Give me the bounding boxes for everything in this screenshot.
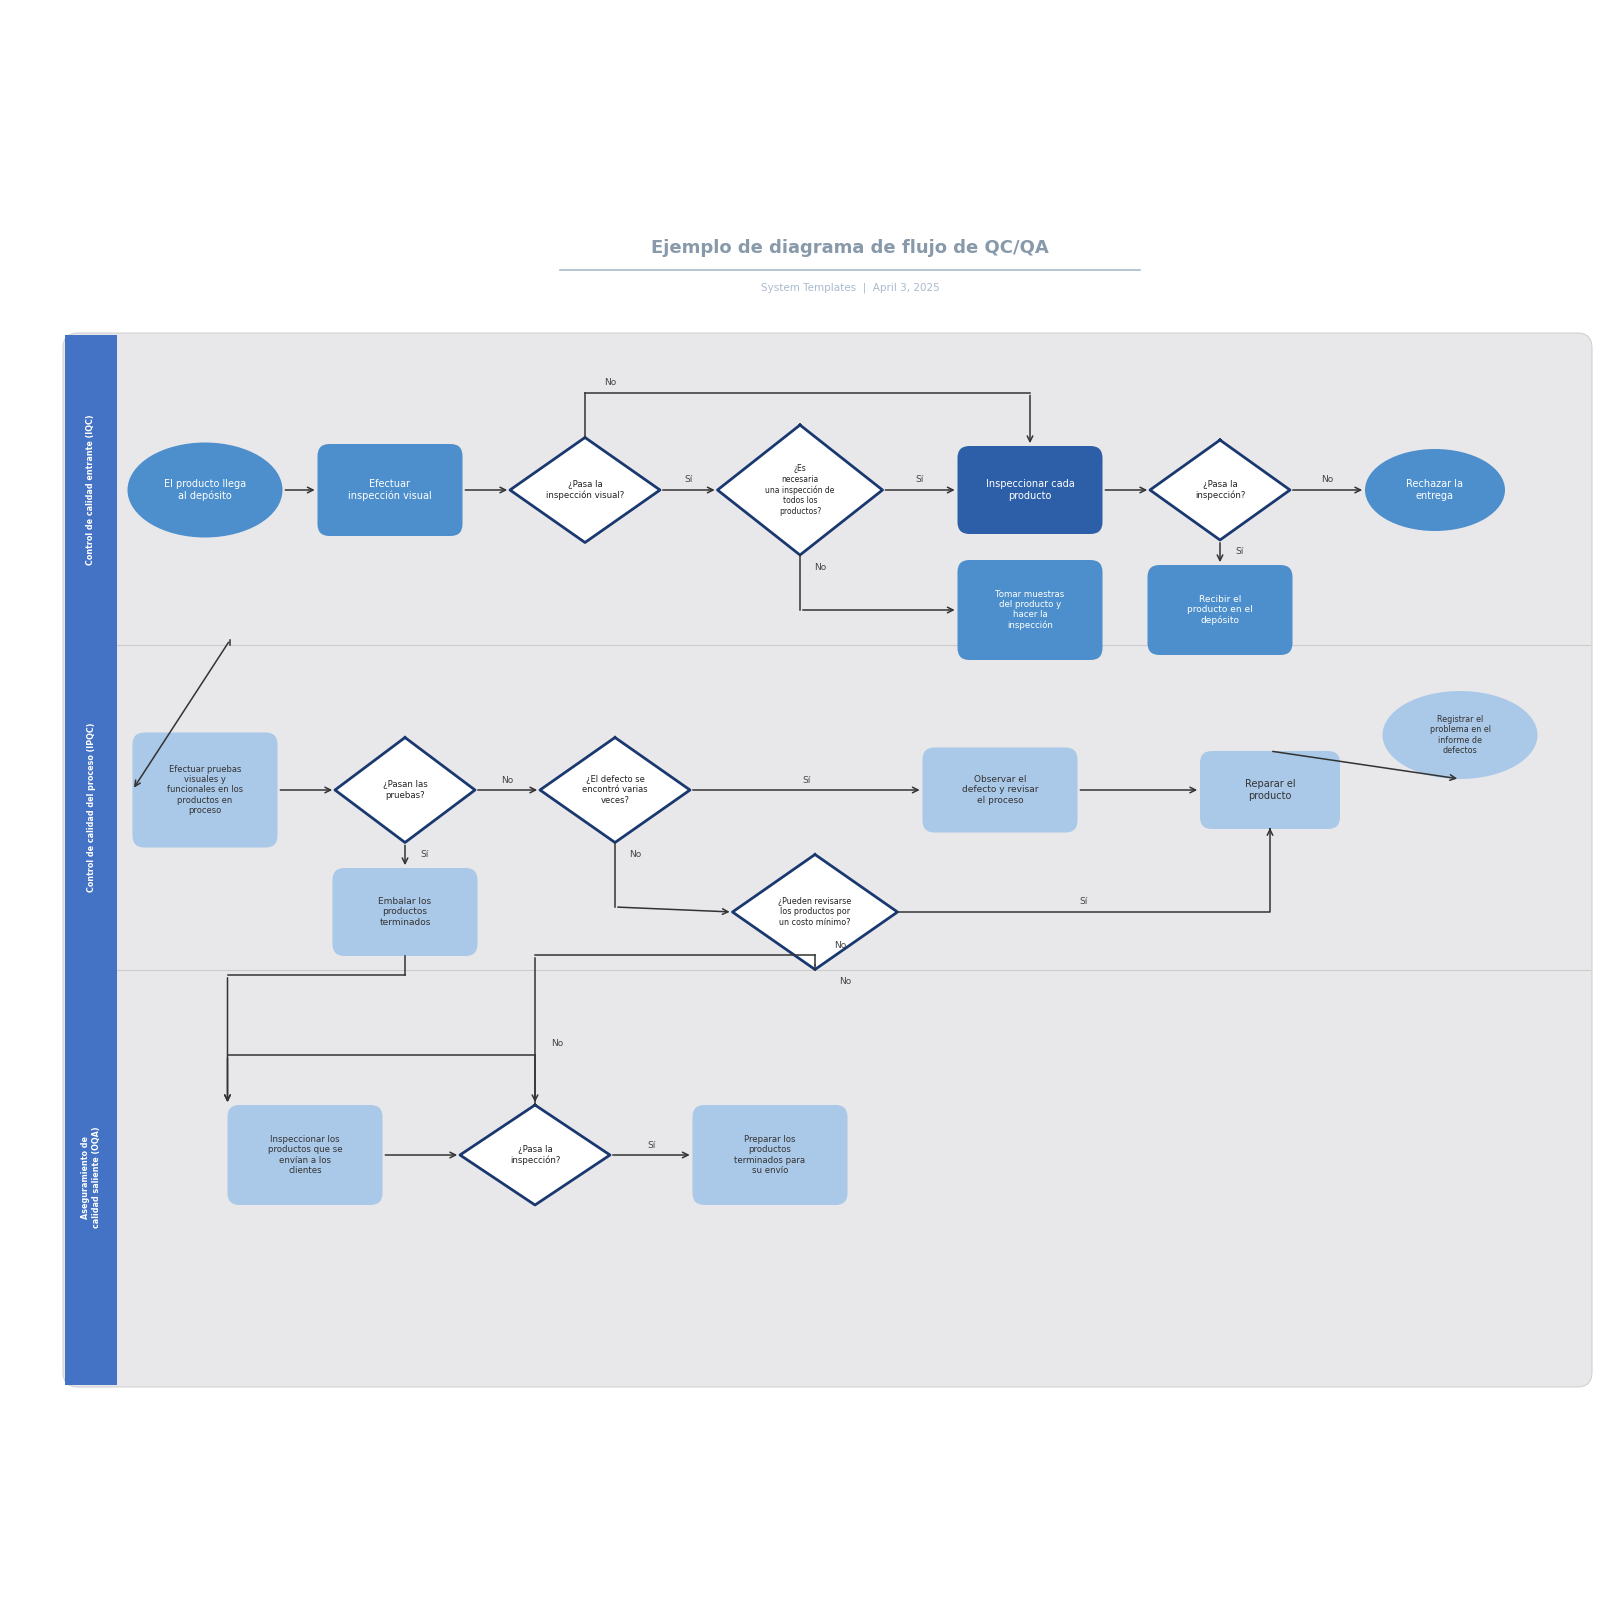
FancyBboxPatch shape xyxy=(66,334,117,645)
Text: No: No xyxy=(550,1038,563,1048)
FancyBboxPatch shape xyxy=(957,446,1102,534)
Text: No: No xyxy=(629,850,642,859)
Polygon shape xyxy=(717,426,883,555)
Ellipse shape xyxy=(128,443,283,538)
Polygon shape xyxy=(1150,440,1290,541)
Text: Sí: Sí xyxy=(646,1141,656,1149)
Text: No: No xyxy=(501,776,514,784)
Text: Efectuar
inspección visual: Efectuar inspección visual xyxy=(349,478,432,501)
Text: No: No xyxy=(1322,475,1334,485)
FancyBboxPatch shape xyxy=(957,560,1102,659)
Text: Sí: Sí xyxy=(1080,898,1088,907)
Text: Control de calidad entrante (IQC): Control de calidad entrante (IQC) xyxy=(86,414,96,565)
Text: Inspeccionar los
productos que se
envían a los
clientes: Inspeccionar los productos que se envían… xyxy=(267,1134,342,1174)
Text: ¿Es
necesaria
una inspección de
todos los
productos?: ¿Es necesaria una inspección de todos lo… xyxy=(765,464,835,515)
FancyBboxPatch shape xyxy=(693,1106,848,1205)
Polygon shape xyxy=(461,1106,610,1205)
FancyBboxPatch shape xyxy=(923,747,1077,832)
Text: ¿El defecto se
encontró varias
veces?: ¿El defecto se encontró varias veces? xyxy=(582,774,648,805)
FancyBboxPatch shape xyxy=(133,733,277,848)
Polygon shape xyxy=(541,738,690,843)
Text: Preparar los
productos
terminados para
su envío: Preparar los productos terminados para s… xyxy=(734,1134,805,1174)
Text: ¿Pasa la
inspección?: ¿Pasa la inspección? xyxy=(1195,480,1245,499)
FancyBboxPatch shape xyxy=(66,645,117,970)
FancyBboxPatch shape xyxy=(227,1106,382,1205)
Text: No: No xyxy=(834,941,846,949)
Text: Sí: Sí xyxy=(685,475,693,485)
Text: Efectuar pruebas
visuales y
funcionales en los
productos en
proceso: Efectuar pruebas visuales y funcionales … xyxy=(166,765,243,816)
Text: No: No xyxy=(603,378,616,387)
Text: ¿Pueden revisarse
los productos por
un costo mínimo?: ¿Pueden revisarse los productos por un c… xyxy=(778,898,851,926)
Text: Sí: Sí xyxy=(802,776,811,784)
Text: Sí: Sí xyxy=(1235,547,1245,557)
Ellipse shape xyxy=(1365,450,1506,531)
Text: System Templates  |  April 3, 2025: System Templates | April 3, 2025 xyxy=(760,283,939,293)
Text: Rechazar la
entrega: Rechazar la entrega xyxy=(1406,480,1464,501)
Text: ¿Pasa la
inspección?: ¿Pasa la inspección? xyxy=(510,1146,560,1165)
Text: ¿Pasa la
inspección visual?: ¿Pasa la inspección visual? xyxy=(546,480,624,499)
Text: Aseguramiento de
calidad saliente (OQA): Aseguramiento de calidad saliente (OQA) xyxy=(82,1126,101,1229)
Polygon shape xyxy=(733,854,898,970)
FancyBboxPatch shape xyxy=(1147,565,1293,654)
Ellipse shape xyxy=(1382,691,1538,779)
Text: Ejemplo de diagrama de flujo de QC/QA: Ejemplo de diagrama de flujo de QC/QA xyxy=(651,238,1050,258)
Polygon shape xyxy=(334,738,475,843)
Text: Reparar el
producto: Reparar el producto xyxy=(1245,779,1296,800)
Text: No: No xyxy=(814,563,826,571)
Text: Control de calidad del proceso (IPQC): Control de calidad del proceso (IPQC) xyxy=(86,723,96,893)
FancyBboxPatch shape xyxy=(1200,750,1341,829)
FancyBboxPatch shape xyxy=(62,333,1592,1387)
Text: Sí: Sí xyxy=(915,475,925,485)
Text: Embalar los
productos
terminados: Embalar los productos terminados xyxy=(379,898,432,926)
Text: Observar el
defecto y revisar
el proceso: Observar el defecto y revisar el proceso xyxy=(962,774,1038,805)
FancyBboxPatch shape xyxy=(66,970,117,1386)
FancyBboxPatch shape xyxy=(333,867,477,955)
Text: Registrar el
problema en el
informe de
defectos: Registrar el problema en el informe de d… xyxy=(1429,715,1491,755)
Text: Sí: Sí xyxy=(421,850,429,859)
Text: Inspeccionar cada
producto: Inspeccionar cada producto xyxy=(986,480,1074,501)
Text: ¿Pasan las
pruebas?: ¿Pasan las pruebas? xyxy=(382,781,427,800)
Text: No: No xyxy=(838,978,851,986)
Text: Recibir el
producto en el
depósito: Recibir el producto en el depósito xyxy=(1187,595,1253,626)
Text: Tomar muestras
del producto y
hacer la
inspección: Tomar muestras del producto y hacer la i… xyxy=(995,590,1064,630)
Polygon shape xyxy=(510,437,661,542)
Text: El producto llega
al depósito: El producto llega al depósito xyxy=(163,478,246,501)
FancyBboxPatch shape xyxy=(317,445,462,536)
